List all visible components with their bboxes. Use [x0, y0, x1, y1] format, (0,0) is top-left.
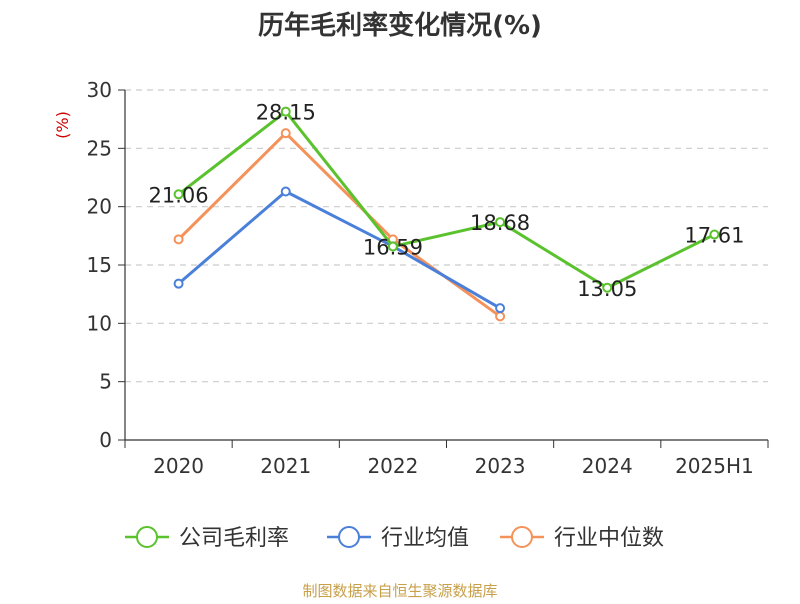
data-point[interactable]	[173, 278, 184, 289]
data-label: 13.05	[577, 277, 637, 301]
legend-label: 行业中位数	[554, 526, 664, 551]
x-tick-label: 2025H1	[675, 454, 754, 478]
series-line	[177, 131, 501, 318]
data-point[interactable]	[280, 106, 291, 117]
series-line	[177, 190, 501, 310]
legend-item[interactable]: 行业中位数	[500, 526, 664, 551]
data-point[interactable]	[495, 303, 506, 314]
legend[interactable]: 公司毛利率 行业均值 行业中位数	[125, 526, 664, 551]
source-note: 制图数据来自恒生聚源数据库	[302, 582, 497, 600]
data-label: 21.06	[149, 183, 209, 207]
data-labels: 21.06 28.15 16.59 18.68 13.05 17.61	[149, 101, 745, 301]
y-tick-label: 15	[87, 253, 112, 277]
legend-item[interactable]: 行业均值	[327, 526, 469, 551]
y-tick-label: 25	[87, 136, 112, 160]
x-tick-label: 2022	[367, 454, 418, 478]
data-point[interactable]	[495, 311, 506, 322]
y-tick-label: 0	[99, 428, 112, 452]
legend-marker	[136, 526, 158, 548]
legend-item[interactable]: 公司毛利率	[125, 526, 289, 551]
y-tick-label: 20	[87, 195, 112, 219]
data-point[interactable]	[173, 234, 184, 245]
data-label: 17.61	[684, 224, 744, 248]
series-line	[177, 110, 716, 290]
y-axis-label: (%)	[53, 111, 72, 139]
x-tick-label: 2024	[582, 454, 633, 478]
chart-title: 历年毛利率变化情况(%)	[258, 10, 542, 41]
grid-lines	[125, 89, 768, 383]
legend-marker	[511, 526, 533, 548]
y-tick-label: 10	[87, 311, 112, 335]
data-point[interactable]	[280, 186, 291, 197]
x-tick-label: 2021	[260, 454, 311, 478]
data-point[interactable]	[173, 189, 184, 200]
legend-label: 行业均值	[381, 526, 469, 551]
data-point[interactable]	[387, 241, 398, 252]
legend-label: 公司毛利率	[179, 526, 289, 551]
data-point[interactable]	[495, 217, 506, 228]
data-point[interactable]	[602, 282, 613, 293]
y-tick-label: 5	[99, 370, 112, 394]
data-label: 16.59	[363, 235, 423, 259]
series-lines	[173, 106, 720, 322]
data-label: 28.15	[256, 101, 316, 125]
data-point[interactable]	[280, 128, 291, 139]
x-tick-label: 2023	[475, 454, 526, 478]
legend-marker	[338, 526, 360, 548]
axes: 0 5 10 15 20 25 30 2020 2021 2022 2023 2024 2025H1	[87, 78, 769, 478]
data-point[interactable]	[709, 229, 720, 240]
y-tick-label: 30	[87, 78, 112, 102]
data-label: 18.68	[470, 211, 530, 235]
x-tick-label: 2020	[153, 454, 204, 478]
